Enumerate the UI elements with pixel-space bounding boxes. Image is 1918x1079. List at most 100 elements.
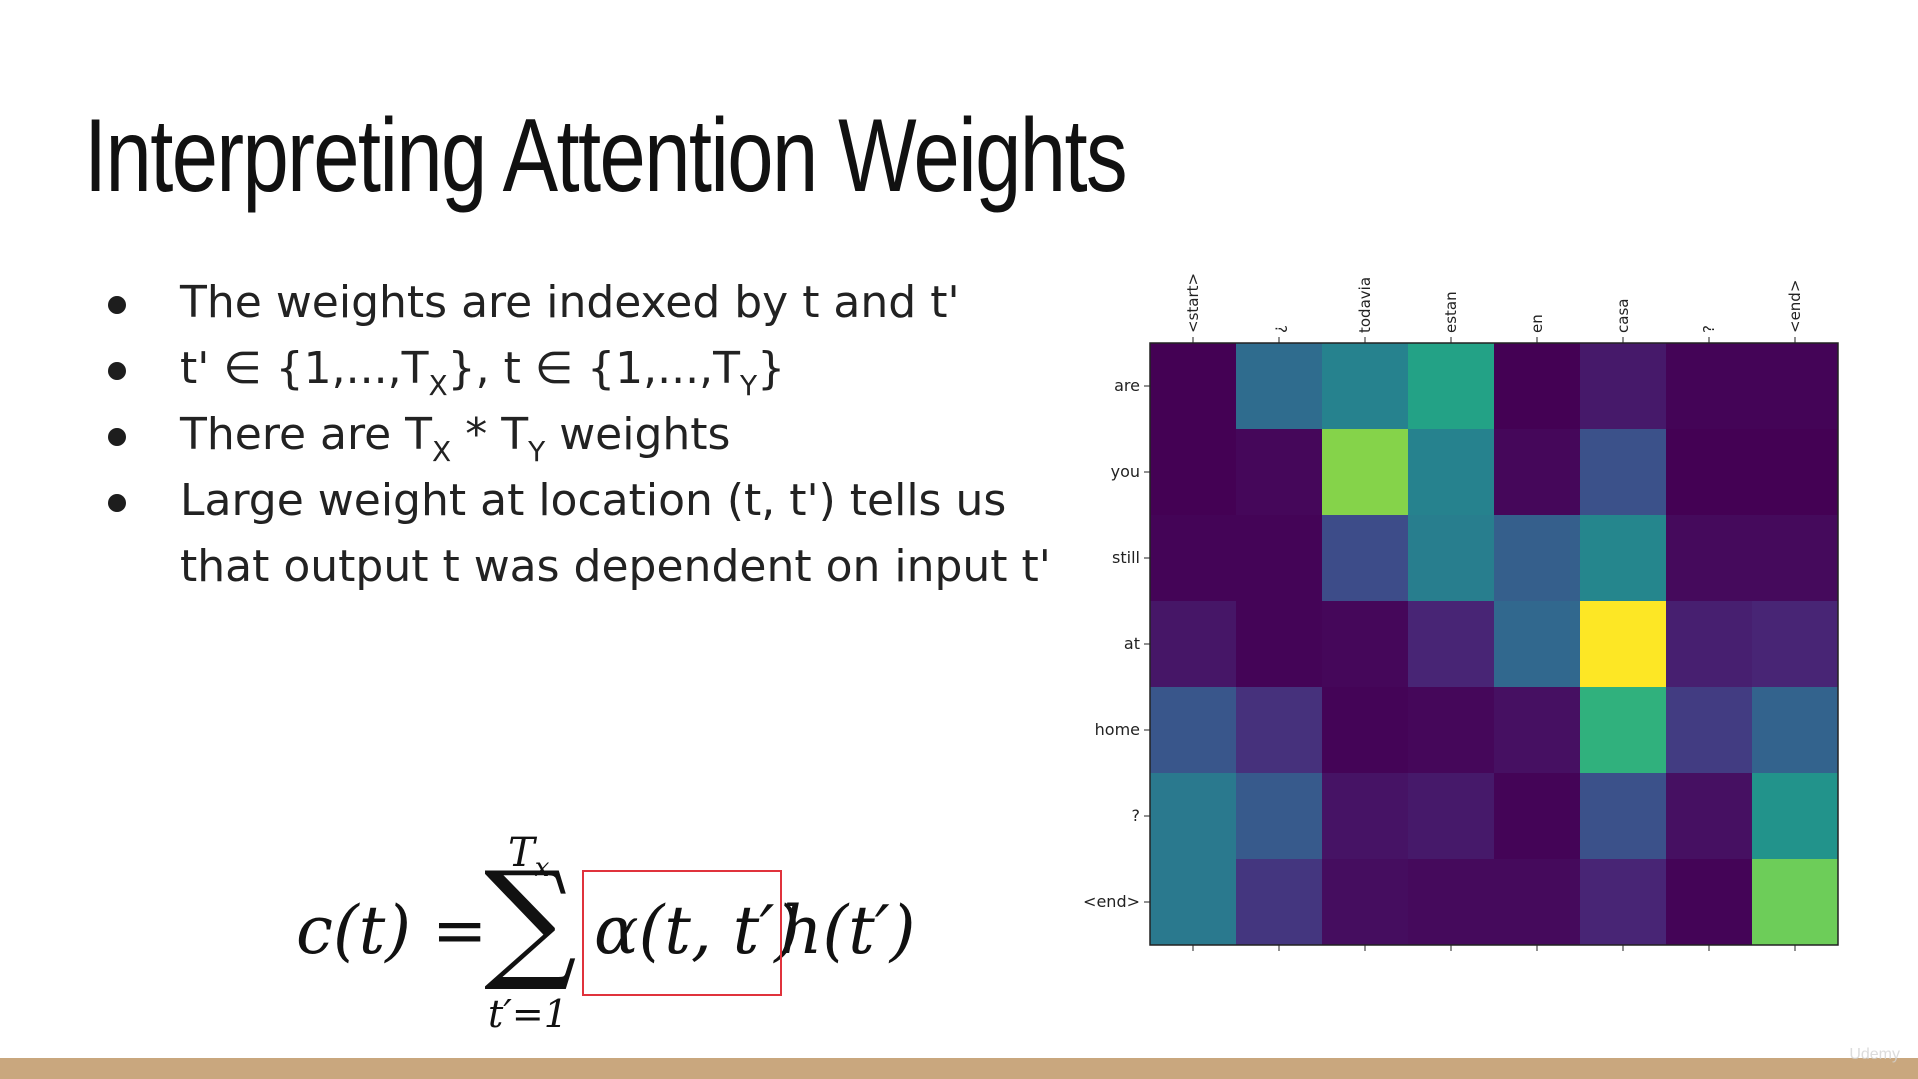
heatmap-cell [1752, 515, 1839, 602]
heatmap-cell [1752, 773, 1839, 860]
y-tick-label: are [1114, 376, 1140, 395]
heatmap-cell [1236, 429, 1323, 516]
heatmap-cell [1580, 773, 1667, 860]
heatmap-cell [1322, 429, 1409, 516]
heatmap-cell [1752, 859, 1839, 946]
heatmap-cell [1236, 773, 1323, 860]
bullet-dot-icon [108, 296, 126, 314]
heatmap-cell [1150, 515, 1237, 602]
bullet-item: There are TX * TY weights [100, 402, 1080, 468]
bullet-dot-icon [108, 428, 126, 446]
heatmap-cell [1236, 515, 1323, 602]
heatmap-cell [1580, 859, 1667, 946]
x-tick-label: <start> [1184, 273, 1202, 333]
bullet-text-part: weights [545, 409, 731, 460]
heatmap-cell [1408, 601, 1495, 688]
heatmap-cell [1408, 687, 1495, 774]
bullet-text-line: that output t was dependent on input t' [180, 541, 1051, 592]
attention-heatmap: <start> ¿ todavia estan en casa? <end> are you st… [1060, 240, 1860, 970]
sum-upper-base: T [508, 830, 535, 876]
bullet-text: The weights are indexed by t and t' [180, 277, 960, 328]
y-tick-label: you [1111, 462, 1140, 481]
x-tick-label: estan [1442, 291, 1460, 333]
x-tick-label: ? [1700, 325, 1718, 333]
x-tick-label: en [1528, 314, 1546, 333]
bullet-dot-icon [108, 362, 126, 380]
formula-lhs: c(t) = [296, 892, 488, 969]
context-vector-formula: c(t) = Tx ∑ t′=1 α(t, t′) h(t′) [296, 830, 936, 1050]
heatmap-cell [1236, 687, 1323, 774]
y-tick-label: at [1124, 634, 1140, 653]
heatmap-cell [1666, 773, 1753, 860]
x-tick-label: <end> [1786, 280, 1804, 333]
y-tick-label: ? [1132, 806, 1141, 825]
heatmap-cell [1408, 515, 1495, 602]
heatmap-cell [1150, 343, 1237, 430]
x-tick-label: casa [1614, 299, 1632, 333]
heatmap-cell [1752, 343, 1839, 430]
bullet-text-part: }, t ∈ {1,...,T [447, 343, 740, 394]
heatmap-cell [1494, 773, 1581, 860]
heatmap-cell [1666, 343, 1753, 430]
heatmap-cell [1580, 429, 1667, 516]
sum-lower-limit: t′=1 [488, 992, 568, 1036]
udemy-watermark: Udemy [1849, 1046, 1900, 1063]
bullet-item: Large weight at location (t, t') tells u… [100, 468, 1080, 600]
bullet-item: The weights are indexed by t and t' [100, 270, 1080, 336]
heatmap-cell [1666, 687, 1753, 774]
heatmap-cell [1150, 687, 1237, 774]
heatmap-cell [1322, 601, 1409, 688]
heatmap-cell [1408, 429, 1495, 516]
heatmap-cell [1494, 343, 1581, 430]
x-tick-label: ¿ [1270, 325, 1288, 333]
hidden-state-term: h(t′) [780, 892, 916, 969]
heatmap-cell [1150, 601, 1237, 688]
bullet-text-part: t' ∈ {1,...,T [180, 343, 429, 394]
bullet-dot-icon [108, 494, 126, 512]
bullet-list: The weights are indexed by t and t' t' ∈… [100, 270, 1080, 600]
attention-weight-term: α(t, t′) [594, 892, 801, 969]
subscript: Y [739, 369, 758, 402]
heatmap-cell [1150, 429, 1237, 516]
subscript: Y [528, 435, 546, 468]
heatmap-cell [1408, 859, 1495, 946]
heatmap-cell [1150, 859, 1237, 946]
player-bottom-bar [0, 1058, 1918, 1079]
heatmap-cell [1322, 773, 1409, 860]
heatmap-cell [1666, 859, 1753, 946]
sum-upper-sub: x [534, 853, 550, 883]
heatmap-cell [1666, 515, 1753, 602]
heatmap-cell [1322, 343, 1409, 430]
heatmap-cell [1322, 859, 1409, 946]
highlight-box [582, 870, 782, 996]
heatmap-cell [1494, 429, 1581, 516]
y-tick-label: <end> [1083, 892, 1140, 911]
heatmap-cell [1236, 859, 1323, 946]
heatmap-cell [1752, 687, 1839, 774]
subscript: X [432, 435, 452, 468]
heatmap-cell [1666, 429, 1753, 516]
y-tick-label: home [1095, 720, 1140, 739]
heatmap-cell [1666, 601, 1753, 688]
heatmap-cell [1494, 601, 1581, 688]
sum-upper-limit: Tx [508, 830, 549, 883]
bullet-text-line: Large weight at location (t, t') tells u… [180, 475, 1007, 526]
heatmap-cell [1494, 687, 1581, 774]
bullet-text-part: } [757, 343, 786, 394]
heatmap-cell [1752, 601, 1839, 688]
heatmap-cell [1236, 343, 1323, 430]
heatmap-cell [1580, 601, 1667, 688]
x-tick-label: todavia [1356, 277, 1374, 333]
heatmap-cell [1322, 687, 1409, 774]
heatmap-cell [1150, 773, 1237, 860]
heatmap-cell [1752, 429, 1839, 516]
heatmap-cell [1236, 601, 1323, 688]
bullet-text-part: * T [451, 409, 529, 460]
heatmap-cell [1494, 515, 1581, 602]
heatmap-cell [1580, 687, 1667, 774]
bullet-item: t' ∈ {1,...,TX}, t ∈ {1,...,TY} [100, 336, 1080, 402]
sigma-symbol: ∑ [484, 843, 577, 995]
slide-title: Interpreting Attention Weights [84, 98, 1128, 214]
heatmap-cell [1408, 343, 1495, 430]
